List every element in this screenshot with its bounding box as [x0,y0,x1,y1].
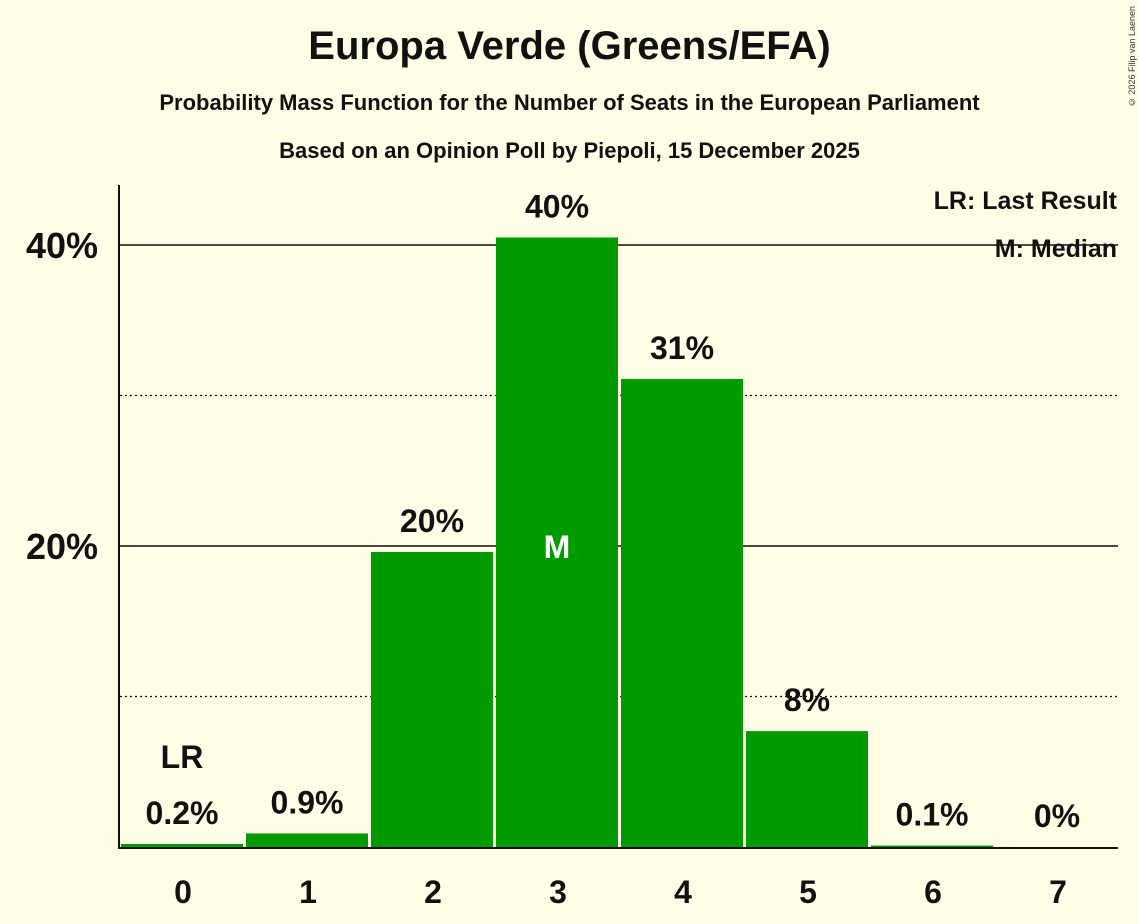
y-tick-label: 40% [26,225,98,266]
bar [621,378,743,847]
bar [371,552,493,847]
chart-title: Europa Verde (Greens/EFA) [308,24,831,68]
bar-value-label: 20% [400,503,464,539]
bar-value-label: 0.2% [146,795,219,831]
chart-source-line: Based on an Opinion Poll by Piepoli, 15 … [279,138,860,163]
bar-value-label: 8% [784,682,830,718]
x-tick-label: 5 [799,874,817,910]
x-tick-label: 0 [174,874,192,910]
legend-last-result: LR: Last Result [934,187,1118,215]
bar [496,237,618,848]
bar [246,833,368,847]
bar-value-label: 0.1% [896,796,969,832]
y-tick-label: 20% [26,526,98,567]
x-tick-label: 3 [549,874,567,910]
legend-median: M: Median [995,235,1117,263]
bar [121,843,243,847]
chart-subtitle: Probability Mass Function for the Number… [159,90,980,115]
bar-value-label: 40% [525,188,589,224]
x-tick-label: 2 [424,874,442,910]
bar [871,845,993,847]
bar-value-label: 0% [1034,798,1080,834]
x-tick-label: 1 [299,874,317,910]
last-result-marker: LR [161,739,204,775]
bar [746,731,868,847]
x-tick-label: 6 [924,874,942,910]
bar-value-label: 31% [650,330,714,366]
x-tick-label: 7 [1049,874,1067,910]
median-marker: M [544,529,571,565]
x-tick-label: 4 [674,874,692,910]
bar-value-label: 0.9% [271,784,344,820]
